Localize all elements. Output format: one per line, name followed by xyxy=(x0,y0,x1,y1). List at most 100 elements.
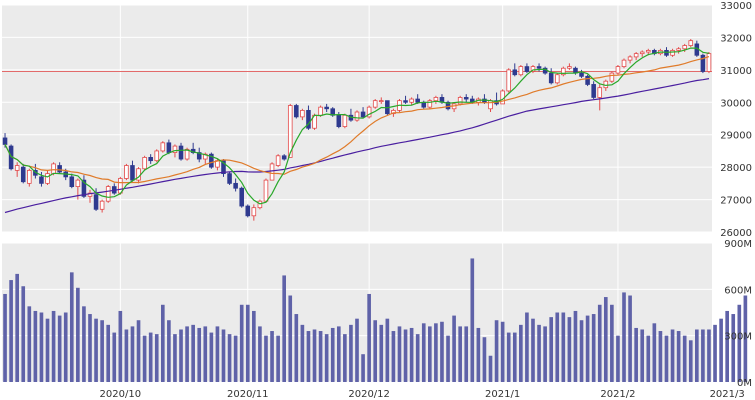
candle-body xyxy=(124,165,129,179)
candle-body xyxy=(324,106,329,110)
x-tick-label: 2020/11 xyxy=(227,389,269,400)
volume-bar xyxy=(385,318,390,382)
volume-bar xyxy=(579,320,584,382)
volume-bar xyxy=(421,323,426,382)
volume-bar xyxy=(725,310,729,382)
candle-body xyxy=(239,187,244,207)
candle-body xyxy=(360,111,366,118)
volume-bar xyxy=(616,335,620,382)
volume-bar xyxy=(682,335,687,382)
volume-bar xyxy=(506,332,511,382)
candle-body xyxy=(2,137,8,145)
price-y-tick-labels: 26000 27000 28000 29000 30000 31000 32000 33000 xyxy=(720,1,752,239)
volume-bar xyxy=(82,306,86,382)
candle-body xyxy=(51,163,56,175)
candle-body xyxy=(676,48,681,51)
candle-body xyxy=(287,105,293,158)
volume-bar xyxy=(63,312,68,382)
candle-body xyxy=(433,97,439,102)
volume-bar xyxy=(173,334,177,382)
x-tick-label: 2020/12 xyxy=(348,389,390,400)
volume-bar xyxy=(713,324,717,382)
candle-body xyxy=(300,109,305,118)
price-y-tick-label: 33000 xyxy=(720,1,752,12)
volume-bar xyxy=(488,355,493,382)
volume-bar xyxy=(106,324,111,382)
volume-bar xyxy=(622,292,626,382)
candle-body xyxy=(196,152,202,160)
candle-body xyxy=(488,100,493,110)
volume-bar xyxy=(446,335,450,382)
volume-bar xyxy=(688,340,693,382)
volume-bar xyxy=(585,315,590,382)
candle-body xyxy=(39,176,44,184)
price-y-tick-label: 32000 xyxy=(720,33,752,44)
x-tick-label: 2021/2 xyxy=(600,389,635,400)
volume-bar xyxy=(154,334,159,382)
volume-bars xyxy=(3,258,748,382)
candle-body xyxy=(530,66,536,72)
volume-bar xyxy=(367,293,371,382)
candle-body xyxy=(81,179,87,197)
volume-bar xyxy=(124,329,129,382)
candle-body xyxy=(69,176,75,188)
volume-bar xyxy=(597,304,602,382)
volume-bar xyxy=(397,326,402,382)
candle-body xyxy=(366,106,372,118)
volume-bar xyxy=(603,297,608,382)
candle-body xyxy=(706,53,712,72)
volume-bar xyxy=(148,332,153,382)
candle-body xyxy=(251,207,257,217)
candle-body xyxy=(221,160,226,175)
volume-bar xyxy=(239,304,244,382)
volume-bar xyxy=(306,331,311,382)
candle-body xyxy=(372,100,378,108)
volume-bar xyxy=(555,312,560,382)
volume-bar xyxy=(403,329,408,382)
ma-short-line xyxy=(4,47,710,205)
candle-body xyxy=(281,155,287,160)
volume-bar xyxy=(191,324,195,382)
candle-body xyxy=(670,50,675,56)
volume-bar xyxy=(112,332,117,382)
candle-body xyxy=(99,200,105,210)
candle-body xyxy=(567,66,572,69)
volume-bar xyxy=(179,329,183,382)
volume-bar xyxy=(27,306,32,382)
volume-bar xyxy=(51,310,56,382)
candle-body xyxy=(294,105,299,118)
volume-bar xyxy=(428,326,432,382)
volume-bar xyxy=(512,332,517,382)
volume-bar xyxy=(470,258,475,382)
price-y-tick-label: 30000 xyxy=(720,98,752,109)
candle-body xyxy=(45,173,50,184)
volume-y-tick-label: 0M xyxy=(737,378,752,389)
candle-body xyxy=(209,153,214,168)
volume-bar xyxy=(634,327,638,382)
candle-body xyxy=(178,145,184,160)
volume-bar xyxy=(15,273,19,382)
candle-body xyxy=(148,157,153,162)
volume-bar xyxy=(130,326,135,382)
volume-bar xyxy=(525,312,529,382)
x-tick-label: 2021/3 xyxy=(710,389,745,400)
volume-bar xyxy=(458,326,462,382)
volume-bar xyxy=(567,317,572,382)
candle-body xyxy=(682,45,687,50)
candle-body xyxy=(646,50,651,53)
volume-bar xyxy=(118,310,123,382)
x-tick-labels: 2020/10 2020/11 2020/12 2021/1 2021/2 2021/3 xyxy=(100,389,745,400)
candle-body xyxy=(75,179,81,188)
volume-bar xyxy=(136,320,141,382)
price-y-tick-label: 28000 xyxy=(720,163,752,174)
price-y-tick-label: 29000 xyxy=(720,131,752,142)
volume-bar xyxy=(167,320,171,382)
candle-body xyxy=(597,87,603,98)
x-tick-label: 2020/10 xyxy=(100,389,142,400)
candle-body xyxy=(403,100,408,103)
volume-bar xyxy=(39,312,44,382)
price-panel: 26000 27000 28000 29000 30000 31000 32000 33000 xyxy=(2,1,752,239)
candle-body xyxy=(336,114,342,128)
volume-bar xyxy=(537,324,541,382)
volume-bar xyxy=(160,304,165,382)
